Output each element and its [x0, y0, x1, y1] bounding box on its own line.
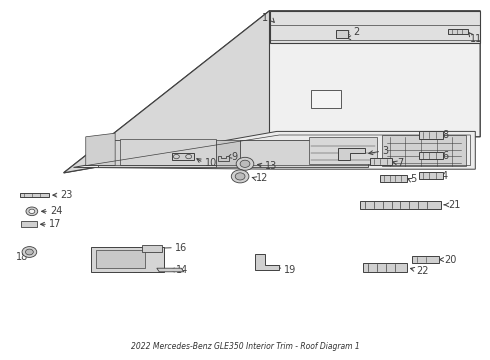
Polygon shape: [412, 256, 439, 263]
Circle shape: [26, 207, 38, 216]
Polygon shape: [98, 140, 216, 167]
Polygon shape: [157, 268, 184, 272]
Polygon shape: [74, 131, 475, 169]
Polygon shape: [20, 193, 49, 197]
Circle shape: [25, 249, 33, 255]
Polygon shape: [370, 158, 392, 165]
Polygon shape: [91, 247, 164, 272]
Text: 19: 19: [284, 265, 296, 275]
Polygon shape: [120, 139, 216, 165]
Text: 15: 15: [132, 265, 145, 275]
Polygon shape: [448, 29, 468, 34]
Text: 10: 10: [205, 158, 217, 168]
Polygon shape: [336, 30, 348, 38]
Polygon shape: [96, 250, 145, 268]
Text: 17: 17: [49, 219, 61, 229]
Polygon shape: [64, 11, 480, 173]
Text: 12: 12: [256, 173, 268, 183]
Polygon shape: [86, 133, 115, 166]
Text: 7: 7: [397, 158, 403, 168]
Circle shape: [240, 160, 250, 167]
Text: 2022 Mercedes-Benz GLE350 Interior Trim - Roof Diagram 1: 2022 Mercedes-Benz GLE350 Interior Trim …: [131, 342, 359, 351]
Polygon shape: [64, 11, 270, 173]
Text: 21: 21: [448, 200, 460, 210]
Text: 13: 13: [265, 161, 277, 171]
Text: 6: 6: [442, 150, 448, 161]
Polygon shape: [419, 131, 443, 139]
Text: 23: 23: [60, 190, 72, 200]
Text: 22: 22: [416, 266, 429, 276]
FancyBboxPatch shape: [311, 90, 341, 108]
Text: 2: 2: [353, 27, 359, 37]
Text: 24: 24: [50, 206, 62, 216]
Circle shape: [22, 247, 37, 257]
Polygon shape: [142, 245, 162, 252]
Polygon shape: [338, 148, 365, 160]
Text: 5: 5: [410, 174, 416, 184]
Polygon shape: [21, 221, 37, 227]
Circle shape: [236, 157, 254, 170]
Text: 3: 3: [382, 146, 388, 156]
Polygon shape: [363, 263, 407, 272]
Circle shape: [29, 209, 35, 213]
Text: 9: 9: [231, 152, 237, 162]
Circle shape: [235, 173, 245, 180]
Text: 18: 18: [16, 252, 28, 262]
Polygon shape: [380, 175, 407, 182]
Text: 14: 14: [176, 265, 189, 275]
Text: 11: 11: [470, 33, 483, 44]
Polygon shape: [360, 201, 441, 209]
Polygon shape: [419, 172, 443, 179]
Polygon shape: [218, 156, 229, 161]
Polygon shape: [216, 140, 240, 167]
Text: 20: 20: [444, 255, 457, 265]
Polygon shape: [255, 254, 279, 270]
Polygon shape: [309, 137, 377, 164]
Text: 8: 8: [442, 130, 448, 140]
Text: 16: 16: [175, 243, 187, 253]
Polygon shape: [382, 135, 465, 166]
Polygon shape: [419, 152, 443, 159]
Text: 1: 1: [262, 13, 269, 23]
Polygon shape: [270, 11, 480, 43]
Circle shape: [231, 170, 249, 183]
Polygon shape: [240, 140, 368, 167]
Text: 4: 4: [442, 171, 448, 181]
Polygon shape: [172, 153, 194, 160]
